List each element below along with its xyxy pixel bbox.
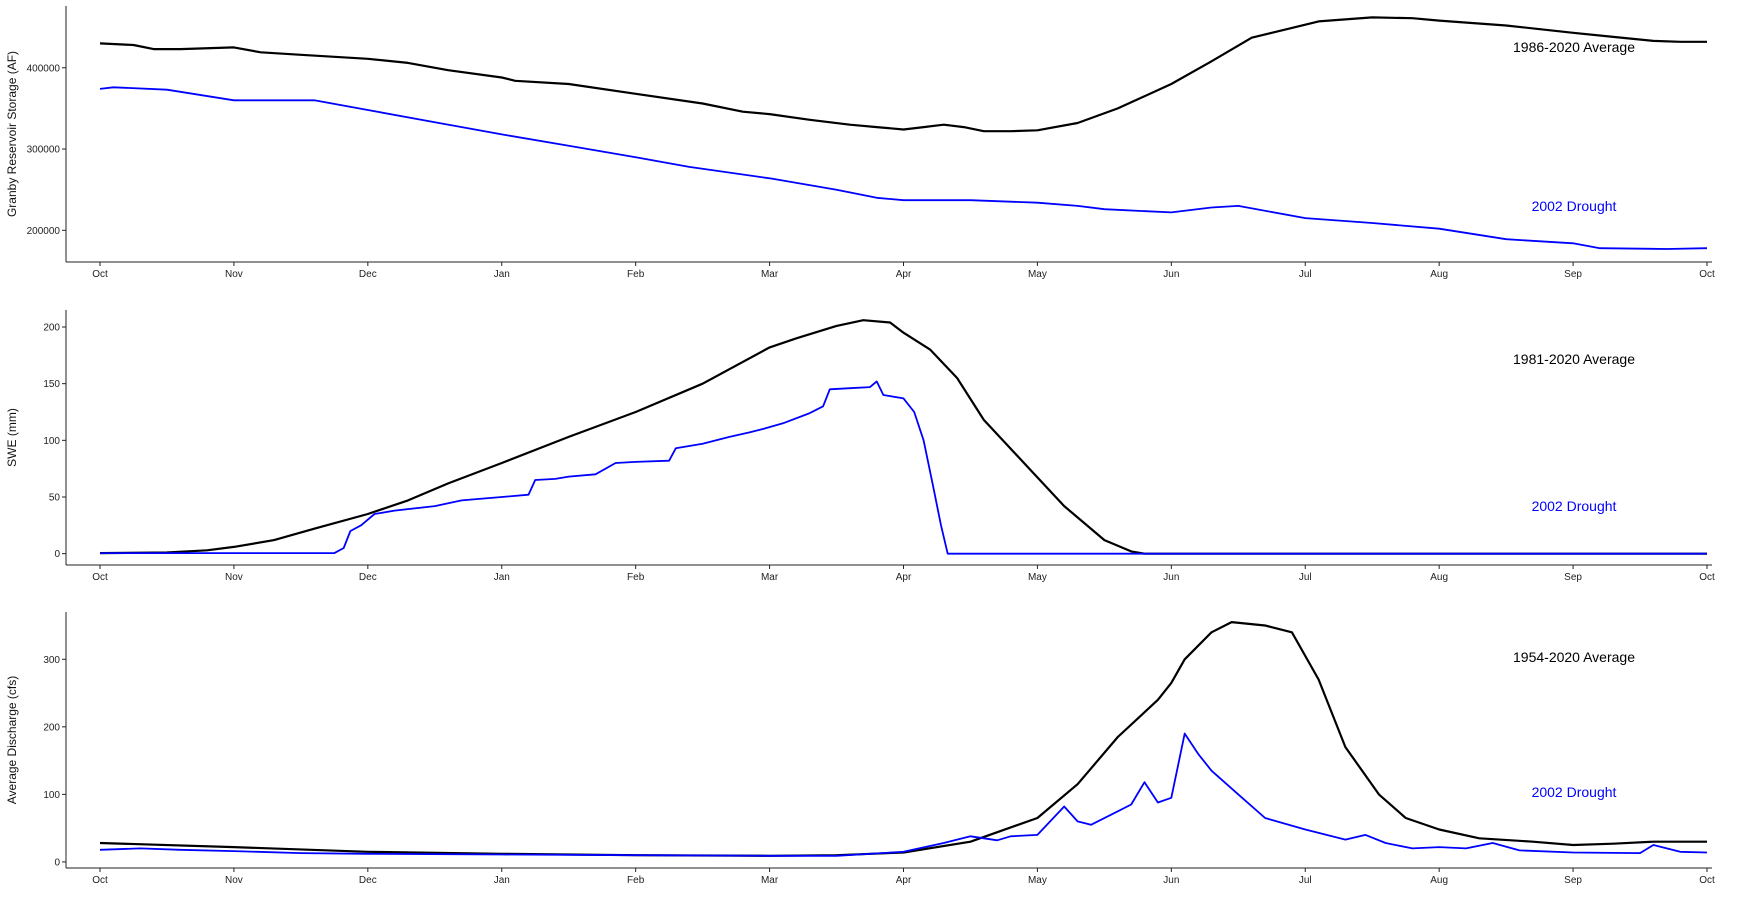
x-tick-label: May [1028, 572, 1047, 583]
y-tick-label: 0 [54, 857, 60, 868]
y-tick-label: 100 [43, 436, 60, 447]
y-tick-label: 200 [43, 323, 60, 334]
x-tick-label: Oct [92, 572, 108, 583]
y-tick-label: 300000 [27, 145, 61, 156]
y-tick-label: 100 [43, 790, 60, 801]
y-tick-label: 0 [54, 549, 60, 560]
x-tick-label: Mar [761, 269, 779, 280]
series-line-drought [99, 86, 1708, 250]
y-axis-title: SWE (mm) [5, 408, 19, 467]
y-tick-label: 300 [43, 655, 60, 666]
series-label-drought: 2002 Drought [1532, 784, 1617, 800]
x-tick-label: Feb [627, 269, 645, 280]
x-tick-label: Apr [896, 875, 912, 886]
x-tick-label: Jun [1163, 572, 1179, 583]
x-tick-label: Oct [1699, 269, 1715, 280]
x-tick-label: Sep [1564, 269, 1582, 280]
series-line-average [99, 319, 1707, 555]
series-line-drought [99, 732, 1708, 857]
x-tick-label: Apr [896, 269, 912, 280]
x-tick-label: Dec [359, 875, 377, 886]
series-line-average [99, 16, 1707, 133]
series-label-drought: 2002 Drought [1532, 198, 1617, 214]
x-tick-label: Jan [494, 572, 510, 583]
chart-panel-swe: Oct Nov Dec Jan Feb Mar Apr May Jun Jul Aug Sep Oct 0… [5, 310, 1715, 583]
series-label-average: 1981-2020 Average [1513, 351, 1635, 367]
series-label-average: 1954-2020 Average [1513, 649, 1635, 665]
x-tick-label: Oct [92, 875, 108, 886]
x-tick-label: Jan [494, 875, 510, 886]
y-tick-label: 200000 [27, 226, 61, 237]
x-tick-label: Dec [359, 269, 377, 280]
x-tick-label: Nov [225, 875, 243, 886]
x-tick-label: Feb [627, 572, 645, 583]
x-tick-label: May [1028, 269, 1047, 280]
x-tick-label: Sep [1564, 572, 1582, 583]
x-tick-label: Jun [1163, 875, 1179, 886]
x-tick-label: Nov [225, 269, 243, 280]
series-line-average [99, 621, 1707, 857]
y-tick-label: 50 [49, 493, 61, 504]
x-tick-label: Oct [1699, 572, 1715, 583]
y-tick-label: 150 [43, 379, 60, 390]
x-tick-label: Aug [1430, 572, 1448, 583]
y-tick-label: 400000 [27, 63, 61, 74]
x-tick-label: Nov [225, 572, 243, 583]
x-tick-label: Jul [1299, 572, 1312, 583]
x-tick-label: Apr [896, 572, 912, 583]
x-tick-label: Mar [761, 875, 779, 886]
x-tick-label: Aug [1430, 875, 1448, 886]
x-tick-label: Jun [1163, 269, 1179, 280]
x-tick-label: Jan [494, 269, 510, 280]
x-tick-label: Feb [627, 875, 645, 886]
x-tick-label: Jul [1299, 269, 1312, 280]
x-tick-label: Oct [1699, 875, 1715, 886]
x-tick-label: Sep [1564, 875, 1582, 886]
x-tick-label: Oct [92, 269, 108, 280]
x-tick-label: Mar [761, 572, 779, 583]
x-tick-label: Aug [1430, 269, 1448, 280]
x-tick-label: Jul [1299, 875, 1312, 886]
series-label-drought: 2002 Drought [1532, 498, 1617, 514]
chart-panel-storage: Oct Nov Dec Jan Feb Mar Apr May Jun Jul Aug Sep Oct 2… [5, 6, 1715, 280]
series-line-drought [100, 380, 1707, 555]
y-axis-title: Granby Reservoir Storage (AF) [5, 51, 19, 217]
series-label-average: 1986-2020 Average [1513, 39, 1635, 55]
x-tick-label: May [1028, 875, 1047, 886]
x-tick-label: Dec [359, 572, 377, 583]
chart-panel-discharge: Oct Nov Dec Jan Feb Mar Apr May Jun Jul Aug Sep Oct 0… [5, 612, 1715, 886]
y-tick-label: 200 [43, 722, 60, 733]
y-axis-title: Average Discharge (cfs) [5, 676, 19, 805]
